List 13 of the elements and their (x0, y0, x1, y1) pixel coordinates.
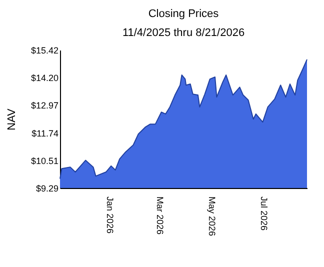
y-tick-label: $12.97 (30, 100, 58, 111)
y-axis-title: NAV (6, 108, 18, 130)
y-tick-label: $9.29 (36, 184, 58, 194)
chart-subtitle: 11/4/2025 thru 8/21/2026 (122, 27, 245, 39)
y-tick-label: $15.42 (30, 46, 58, 56)
y-tick-label: $11.74 (32, 128, 58, 138)
y-tick-label: $14.20 (30, 72, 58, 83)
x-tick-label: Jul 2026 (259, 196, 270, 231)
x-tick-label: Jan 2026 (104, 196, 115, 234)
chart-title: Closing Prices (148, 8, 220, 20)
x-tick-label: May 2026 (207, 196, 218, 236)
y-tick-label: $10.51 (30, 156, 58, 166)
x-tick-label: Mar 2026 (155, 196, 166, 235)
